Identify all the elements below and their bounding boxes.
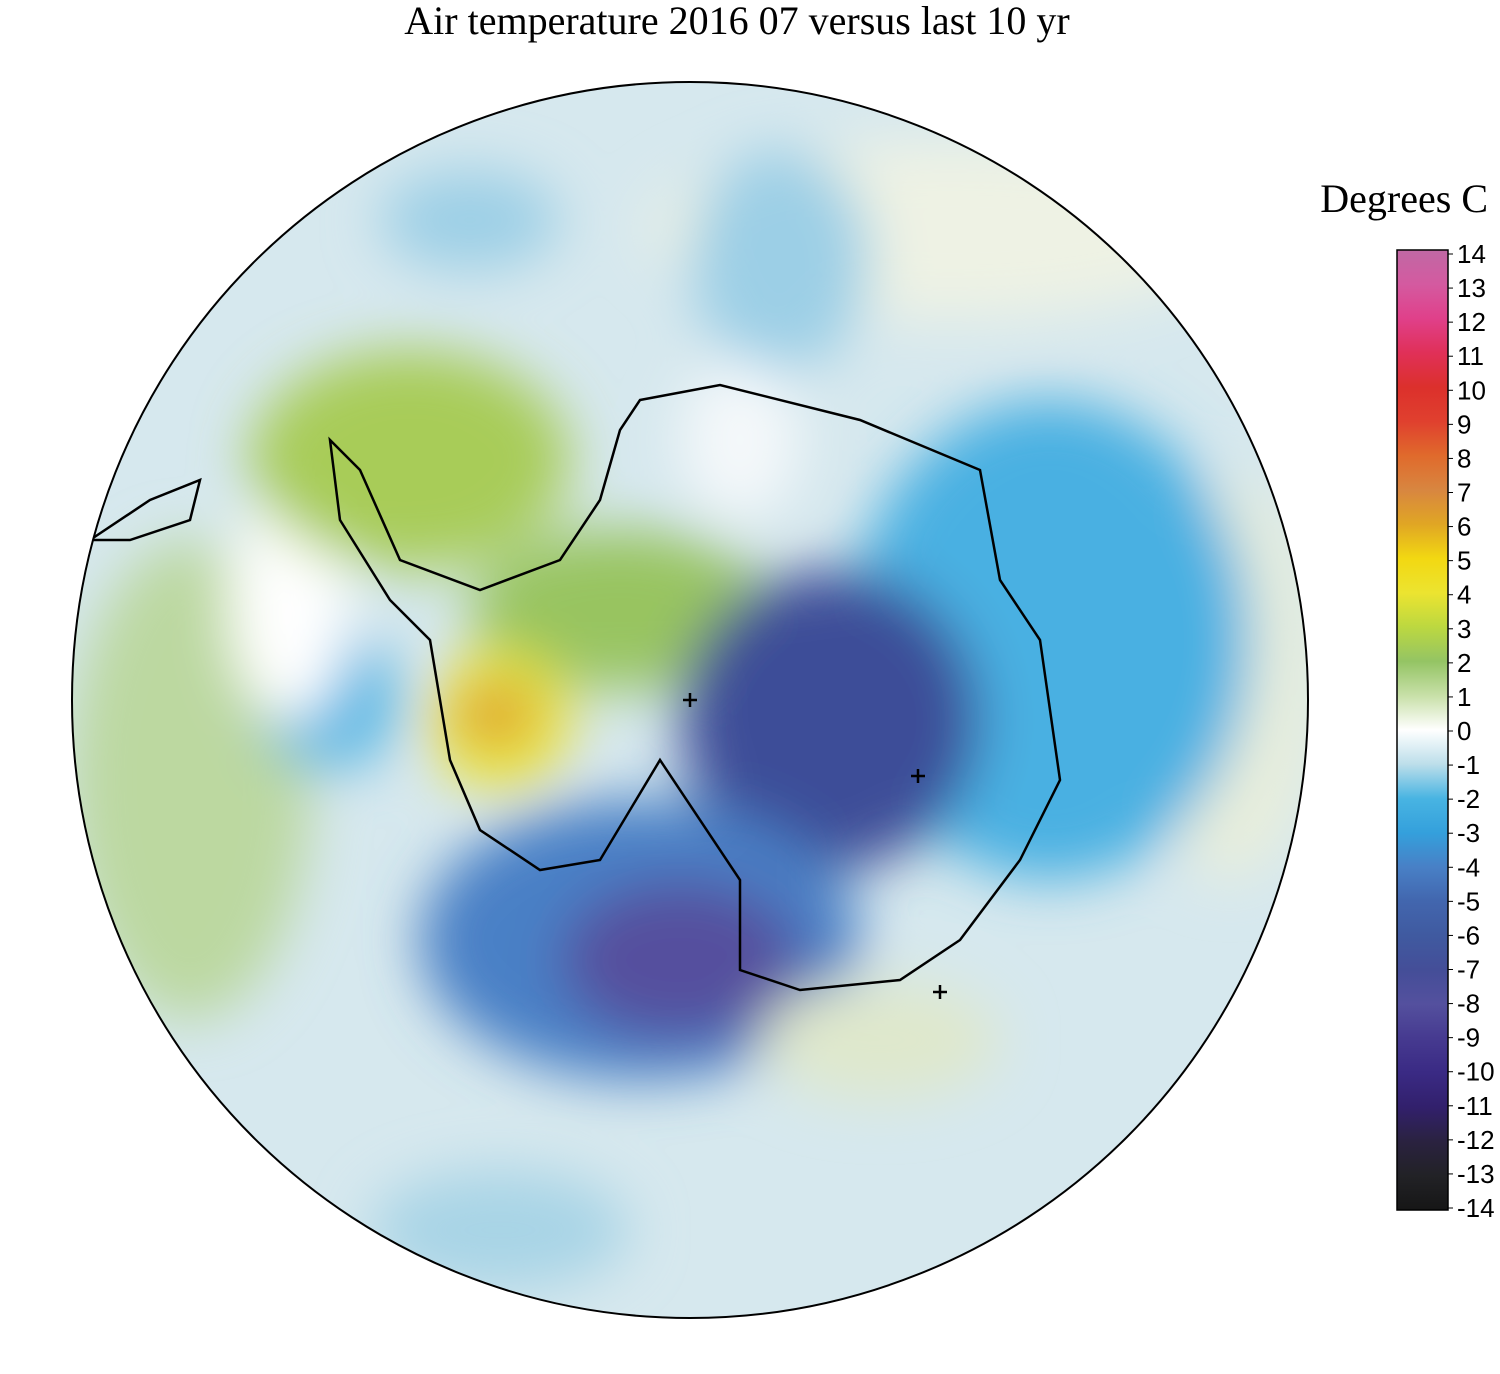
colorbar-tick-label: 14 bbox=[1457, 239, 1486, 269]
colorbar-tick-label: -14 bbox=[1457, 1193, 1495, 1223]
colorbar-tick-label: -7 bbox=[1457, 955, 1480, 985]
colorbar-tick-label: -1 bbox=[1457, 750, 1480, 780]
colorbar-tick-label: 5 bbox=[1457, 546, 1471, 576]
colorbar-tick-label: -9 bbox=[1457, 1023, 1480, 1053]
colorbar-tick-label: -10 bbox=[1457, 1057, 1495, 1087]
colorbar-tick-label: -6 bbox=[1457, 920, 1480, 950]
colorbar-tick-label: 10 bbox=[1457, 375, 1486, 405]
colorbar-label: Degrees C bbox=[1320, 176, 1488, 221]
colorbar-tick-label: 8 bbox=[1457, 443, 1471, 473]
colorbar-tick-label: -4 bbox=[1457, 852, 1480, 882]
colorbar-tick-label: 13 bbox=[1457, 273, 1486, 303]
colorbar-tick-label: -12 bbox=[1457, 1125, 1495, 1155]
colorbar-tick-label: 6 bbox=[1457, 512, 1471, 542]
colorbar-tick-label: 12 bbox=[1457, 307, 1486, 337]
coastline bbox=[328, 383, 1062, 992]
colorbar-tick-label: 1 bbox=[1457, 682, 1471, 712]
colorbar-tick-label: -8 bbox=[1457, 989, 1480, 1019]
colorbar-tick-label: -11 bbox=[1457, 1091, 1493, 1121]
map-boundary bbox=[71, 81, 1309, 1319]
colorbar-tick-label: 11 bbox=[1457, 341, 1484, 371]
colorbar-tick-label: -2 bbox=[1457, 784, 1480, 814]
colorbar-tick-label: 9 bbox=[1457, 409, 1471, 439]
colorbar-tick-label: -13 bbox=[1457, 1159, 1495, 1189]
station-markers bbox=[683, 693, 947, 999]
colorbar-tick-label: 3 bbox=[1457, 614, 1471, 644]
map-title: Air temperature 2016 07 versus last 10 y… bbox=[404, 0, 1069, 43]
colorbar-tick-label: -3 bbox=[1457, 818, 1480, 848]
coastline bbox=[85, 477, 202, 542]
colorbar-tick-label: 7 bbox=[1457, 478, 1471, 508]
colorbar-tick-label: 2 bbox=[1457, 648, 1471, 678]
colorbar-tick-label: 0 bbox=[1457, 716, 1471, 746]
colorbar bbox=[1396, 249, 1449, 1211]
temperature-field bbox=[72, 82, 1308, 1318]
colorbar-tick-label: 4 bbox=[1457, 580, 1471, 610]
colorbar-tick-label: -5 bbox=[1457, 886, 1480, 916]
